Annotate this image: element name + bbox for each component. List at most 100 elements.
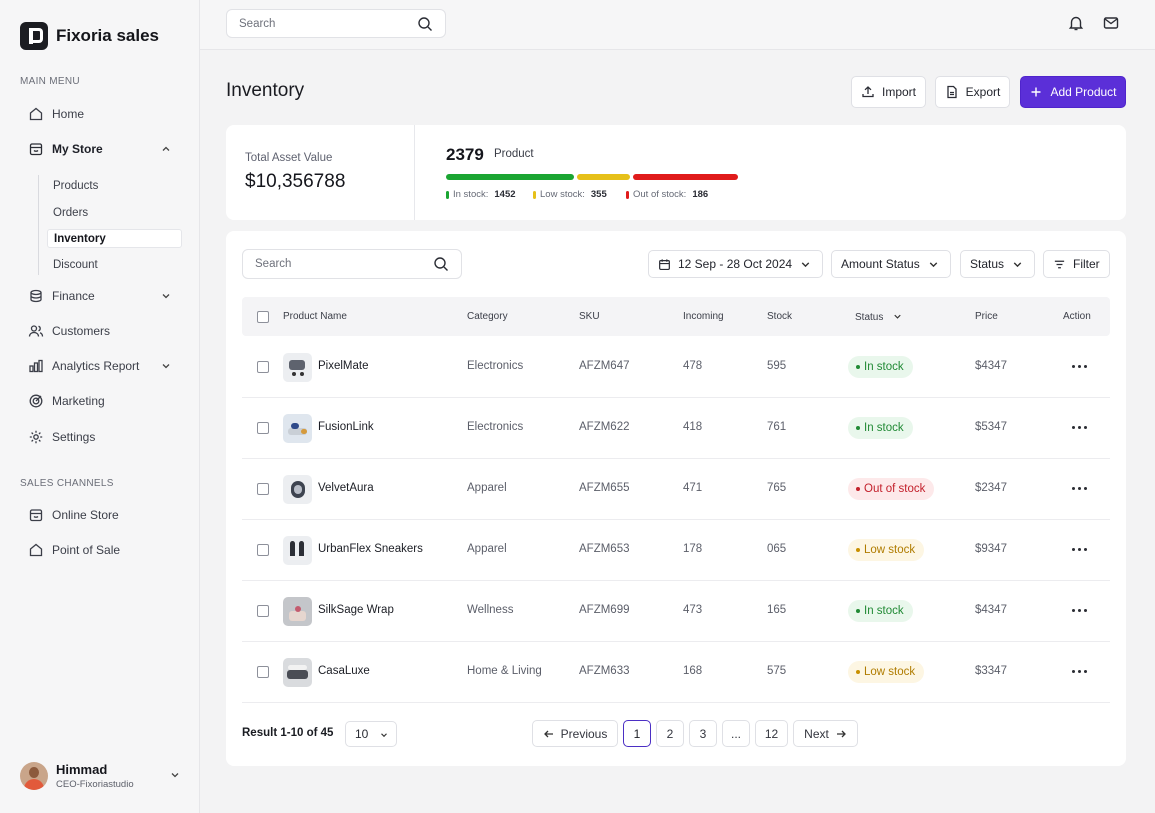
product-name[interactable]: UrbanFlex Sneakers: [318, 543, 423, 555]
product-name[interactable]: SilkSage Wrap: [318, 604, 394, 616]
product-name[interactable]: VelvetAura: [318, 482, 374, 494]
sidebar-item-label: My Store: [52, 142, 103, 156]
export-button[interactable]: Export: [935, 76, 1010, 108]
sidebar-item-analytics-report[interactable]: Analytics Report: [28, 355, 178, 377]
brand[interactable]: Fixoria sales: [20, 22, 159, 50]
sidebar-subitem-orders[interactable]: Orders: [53, 206, 89, 219]
more-actions-icon[interactable]: [1072, 425, 1088, 431]
sidebar-item-finance[interactable]: Finance: [28, 285, 178, 307]
row-checkbox[interactable]: [257, 666, 269, 678]
more-actions-icon[interactable]: [1072, 486, 1088, 492]
date-range-label: 12 Sep - 28 Oct 2024: [678, 257, 793, 271]
next-page-button[interactable]: Next: [793, 720, 858, 747]
sidebar-item-marketing[interactable]: Marketing: [28, 390, 178, 412]
more-actions-icon[interactable]: [1072, 669, 1088, 675]
column-incoming[interactable]: Incoming: [683, 311, 724, 322]
filter-button[interactable]: Filter: [1043, 250, 1110, 278]
product-incoming: 478: [683, 360, 703, 372]
table-search-input[interactable]: Search: [242, 249, 462, 279]
sidebar-item-my-store[interactable]: My Store: [28, 138, 178, 160]
mail-icon[interactable]: [1102, 14, 1120, 32]
sidebar-item-online-store[interactable]: Online Store: [28, 504, 178, 526]
inventory-summary-card: Total Asset Value $10,356788 2379 Produc…: [226, 125, 1126, 220]
row-checkbox[interactable]: [257, 361, 269, 373]
sidebar-item-settings[interactable]: Settings: [28, 426, 178, 448]
table-row[interactable]: SilkSage Wrap Wellness AFZM699 473 165 I…: [242, 581, 1110, 642]
page-title: Inventory: [226, 80, 305, 101]
page-12-button[interactable]: 12: [755, 720, 788, 747]
status-dropdown[interactable]: Status: [960, 250, 1035, 278]
date-range-picker[interactable]: 12 Sep - 28 Oct 2024: [648, 250, 823, 278]
column-sku[interactable]: SKU: [579, 311, 600, 322]
row-checkbox[interactable]: [257, 422, 269, 434]
bell-icon[interactable]: [1067, 14, 1085, 32]
status-badge: In stock: [848, 600, 913, 622]
product-name[interactable]: FusionLink: [318, 421, 374, 433]
global-search-input[interactable]: Search: [226, 9, 446, 38]
row-checkbox[interactable]: [257, 605, 269, 617]
chevron-down-icon[interactable]: [169, 769, 181, 781]
sidebar-item-customers[interactable]: Customers: [28, 320, 178, 342]
search-placeholder: Search: [239, 17, 276, 30]
previous-label: Previous: [560, 726, 608, 741]
sidebar-item-point-of-sale[interactable]: Point of Sale: [28, 539, 178, 561]
in-stock-count: 1452: [494, 189, 516, 200]
brand-name: Fixoria sales: [56, 26, 160, 45]
product-category: Wellness: [467, 604, 514, 616]
column-category[interactable]: Category: [467, 311, 508, 322]
sidebar-item-home[interactable]: Home: [28, 103, 178, 125]
column-product-name[interactable]: Product Name: [283, 311, 347, 322]
page-3-button[interactable]: 3: [689, 720, 717, 747]
table-row[interactable]: PixelMate Electronics AFZM647 478 595 In…: [242, 337, 1110, 398]
sidebar-subitem-discount[interactable]: Discount: [53, 258, 98, 271]
product-name[interactable]: PixelMate: [318, 360, 369, 372]
amount-status-dropdown[interactable]: Amount Status: [831, 250, 951, 278]
sidebar-subitem-products[interactable]: Products: [53, 179, 99, 192]
product-price: $2347: [975, 482, 1007, 494]
filter-lines-icon: [1054, 260, 1065, 268]
search-icon: [434, 257, 448, 271]
page-1-button[interactable]: 1: [623, 720, 651, 747]
sidebar-subitem-inventory[interactable]: Inventory: [47, 229, 182, 248]
table-row[interactable]: UrbanFlex Sneakers Apparel AFZM653 178 0…: [242, 520, 1110, 581]
per-page-value: 10: [355, 727, 369, 741]
column-price[interactable]: Price: [975, 311, 998, 322]
row-checkbox[interactable]: [257, 544, 269, 556]
page-ellipsis: ...: [722, 720, 750, 747]
column-status[interactable]: Status: [855, 311, 903, 323]
column-stock[interactable]: Stock: [767, 311, 793, 322]
status-badge: Low stock: [848, 661, 925, 683]
column-status-label: Status: [855, 312, 884, 323]
sidebar: Fixoria sales MAIN MENU Home My Store Pr…: [0, 0, 200, 813]
per-page-select[interactable]: 10: [345, 721, 397, 747]
table-row[interactable]: VelvetAura Apparel AFZM655 471 765 Out o…: [242, 459, 1110, 520]
product-price: $4347: [975, 604, 1007, 616]
product-sku: AFZM699: [579, 604, 630, 616]
import-button[interactable]: Import: [851, 76, 926, 108]
product-stock: 165: [767, 604, 787, 616]
chevron-down-icon[interactable]: [160, 360, 172, 372]
table-row[interactable]: FusionLink Electronics AFZM622 418 761 I…: [242, 398, 1110, 459]
row-checkbox[interactable]: [257, 483, 269, 495]
more-actions-icon[interactable]: [1072, 608, 1088, 614]
product-thumbnail: [283, 658, 312, 687]
select-all-checkbox[interactable]: [257, 311, 269, 323]
more-actions-icon[interactable]: [1072, 547, 1088, 553]
page-2-button[interactable]: 2: [656, 720, 684, 747]
gear-icon: [29, 430, 43, 444]
brand-logo-icon: [20, 22, 48, 50]
product-incoming: 471: [683, 482, 703, 494]
product-name[interactable]: CasaLuxe: [318, 665, 370, 677]
legend-label: In stock:: [453, 189, 489, 200]
status-badge: In stock: [848, 356, 913, 378]
add-product-button[interactable]: Add Product: [1020, 76, 1126, 108]
chevron-up-icon[interactable]: [160, 143, 172, 155]
more-actions-icon[interactable]: [1072, 364, 1088, 370]
user-profile[interactable]: Himmad CEO-Fixoriastudio: [20, 759, 185, 793]
chevron-down-icon[interactable]: [160, 290, 172, 302]
previous-page-button[interactable]: Previous: [532, 720, 618, 747]
table-row[interactable]: CasaLuxe Home & Living AFZM633 168 575 L…: [242, 642, 1110, 703]
add-product-label: Add Product: [1050, 85, 1117, 99]
sidebar-item-label: Marketing: [52, 394, 105, 408]
product-incoming: 168: [683, 665, 703, 677]
